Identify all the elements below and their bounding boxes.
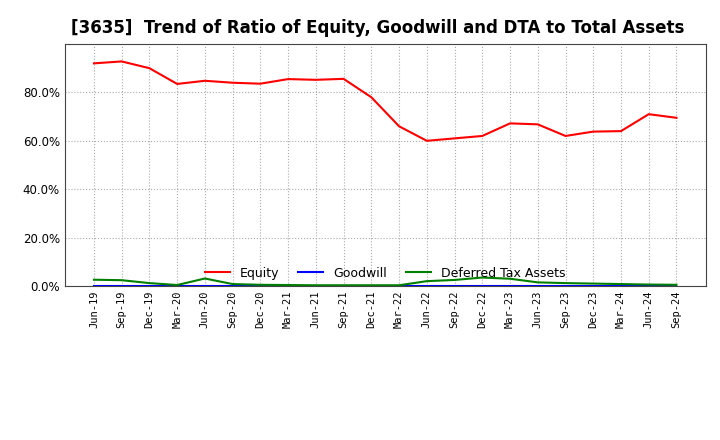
Deferred Tax Assets — [367, 282, 376, 288]
Deferred Tax Assets — [534, 280, 542, 285]
Deferred Tax Assets — [478, 275, 487, 280]
Goodwill — [367, 283, 376, 289]
Equity — [339, 76, 348, 81]
Equity — [312, 77, 320, 82]
Goodwill — [284, 283, 292, 289]
Line: Deferred Tax Assets: Deferred Tax Assets — [94, 278, 677, 285]
Equity — [672, 115, 681, 121]
Line: Equity: Equity — [94, 62, 677, 141]
Goodwill — [89, 283, 98, 289]
Deferred Tax Assets — [228, 282, 237, 287]
Deferred Tax Assets — [117, 278, 126, 283]
Deferred Tax Assets — [312, 282, 320, 288]
Goodwill — [534, 283, 542, 289]
Goodwill — [423, 283, 431, 289]
Deferred Tax Assets — [145, 280, 154, 286]
Deferred Tax Assets — [173, 282, 181, 288]
Deferred Tax Assets — [505, 276, 514, 282]
Goodwill — [478, 283, 487, 289]
Deferred Tax Assets — [256, 282, 265, 287]
Equity — [367, 95, 376, 100]
Goodwill — [589, 283, 598, 289]
Equity — [644, 111, 653, 117]
Goodwill — [117, 283, 126, 289]
Equity — [284, 77, 292, 82]
Equity — [256, 81, 265, 86]
Equity — [534, 122, 542, 127]
Equity — [173, 81, 181, 87]
Legend: Equity, Goodwill, Deferred Tax Assets: Equity, Goodwill, Deferred Tax Assets — [200, 262, 570, 285]
Goodwill — [201, 283, 210, 289]
Equity — [228, 80, 237, 85]
Equity — [450, 136, 459, 141]
Deferred Tax Assets — [672, 282, 681, 287]
Equity — [589, 129, 598, 134]
Goodwill — [561, 283, 570, 289]
Goodwill — [505, 283, 514, 289]
Goodwill — [173, 283, 181, 289]
Deferred Tax Assets — [589, 281, 598, 286]
Deferred Tax Assets — [89, 277, 98, 282]
Equity — [561, 133, 570, 139]
Equity — [478, 133, 487, 139]
Goodwill — [450, 283, 459, 289]
Deferred Tax Assets — [423, 279, 431, 284]
Equity — [505, 121, 514, 126]
Equity — [423, 138, 431, 143]
Goodwill — [256, 283, 265, 289]
Deferred Tax Assets — [395, 282, 403, 288]
Goodwill — [644, 283, 653, 289]
Text: [3635]  Trend of Ratio of Equity, Goodwill and DTA to Total Assets: [3635] Trend of Ratio of Equity, Goodwil… — [71, 19, 685, 37]
Goodwill — [339, 283, 348, 289]
Deferred Tax Assets — [339, 282, 348, 288]
Deferred Tax Assets — [450, 277, 459, 282]
Goodwill — [616, 283, 625, 289]
Goodwill — [672, 283, 681, 289]
Deferred Tax Assets — [284, 282, 292, 288]
Deferred Tax Assets — [561, 280, 570, 286]
Equity — [616, 128, 625, 134]
Deferred Tax Assets — [201, 276, 210, 281]
Goodwill — [312, 283, 320, 289]
Equity — [395, 124, 403, 129]
Equity — [117, 59, 126, 64]
Deferred Tax Assets — [644, 282, 653, 287]
Goodwill — [395, 283, 403, 289]
Deferred Tax Assets — [616, 282, 625, 287]
Equity — [145, 66, 154, 71]
Goodwill — [228, 283, 237, 289]
Equity — [89, 61, 98, 66]
Equity — [201, 78, 210, 84]
Goodwill — [145, 283, 154, 289]
